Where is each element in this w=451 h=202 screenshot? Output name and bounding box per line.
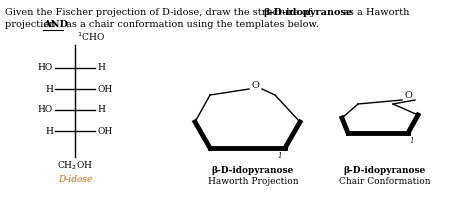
Text: Chair Conformation: Chair Conformation [339,177,431,186]
Text: Given the Fischer projection of D-idose, draw the structure of: Given the Fischer projection of D-idose,… [5,8,314,17]
Text: OH: OH [97,126,112,136]
Text: β-D-idopyranose: β-D-idopyranose [263,8,352,17]
Text: 1: 1 [277,152,282,160]
Text: H: H [97,63,105,73]
Text: H: H [97,105,105,115]
Text: AND: AND [43,20,68,29]
Text: as a chair conformation using the templates below.: as a chair conformation using the templa… [63,20,319,29]
Text: OH: OH [97,84,112,94]
Text: projection: projection [5,20,59,29]
Text: O: O [404,92,412,101]
Text: Haworth Projection: Haworth Projection [208,177,298,186]
Text: β-D-idopyranose: β-D-idopyranose [344,166,426,175]
Text: H: H [45,84,53,94]
Text: O: O [251,81,259,89]
Text: 1: 1 [410,137,414,145]
Text: as a Haworth: as a Haworth [340,8,410,17]
Text: D-idose: D-idose [58,175,92,184]
Text: β-D-idopyranose: β-D-idopyranose [212,166,294,175]
Text: HO: HO [38,105,53,115]
Text: $^1$CHO: $^1$CHO [77,31,105,43]
Text: HO: HO [38,63,53,73]
Text: CH$_2$OH: CH$_2$OH [57,159,93,171]
Text: H: H [45,126,53,136]
